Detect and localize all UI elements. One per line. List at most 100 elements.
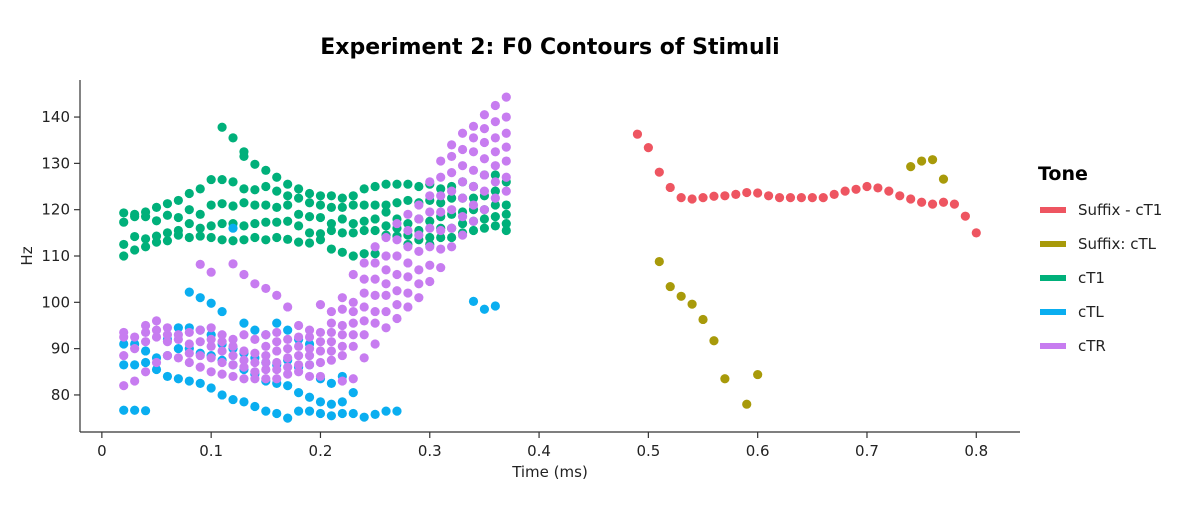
data-point [304, 344, 315, 354]
data-point [206, 221, 216, 231]
data-point [326, 218, 336, 229]
data-point [468, 296, 479, 306]
data-point [315, 191, 326, 201]
data-point [436, 172, 446, 182]
data-point [294, 320, 304, 331]
data-point [337, 408, 347, 419]
data-point [119, 239, 129, 250]
data-point [359, 316, 369, 326]
data-point [140, 357, 151, 368]
data-point [764, 191, 774, 201]
data-point [261, 350, 271, 361]
data-point [403, 209, 413, 219]
data-point [151, 202, 162, 212]
data-point [130, 231, 140, 242]
data-point [130, 209, 140, 219]
data-point [250, 279, 260, 289]
data-point [381, 207, 391, 217]
data-point [206, 298, 216, 308]
data-point [326, 225, 336, 236]
x-tick-label: 0 [97, 442, 107, 460]
data-point [250, 401, 260, 412]
plot-area: 0 0.1 0.2 0.3 0.4 0.5 0.6 0.7 0.8 80 90 100 110 120 1… [41, 80, 1020, 460]
data-point [140, 406, 151, 416]
data-point [261, 341, 271, 351]
data-point [119, 339, 129, 349]
data-point [283, 381, 293, 391]
data-point [731, 189, 741, 199]
data-point [425, 223, 435, 233]
data-point [436, 198, 446, 208]
data-point [315, 408, 326, 419]
data-point [184, 357, 194, 368]
data-point [381, 323, 391, 333]
data-point [457, 128, 468, 138]
data-point [654, 167, 664, 177]
data-point [468, 216, 479, 226]
data-point [490, 177, 500, 187]
data-point [206, 367, 216, 377]
data-point [348, 228, 358, 238]
data-point [239, 221, 249, 231]
data-point [250, 367, 260, 377]
data-point [272, 408, 282, 419]
data-point [250, 374, 260, 384]
data-point [304, 406, 315, 416]
data-point [140, 367, 151, 377]
data-point [720, 374, 730, 384]
data-point [392, 218, 402, 229]
data-point [294, 367, 304, 377]
data-point [501, 156, 511, 166]
data-point [337, 293, 347, 303]
data-point [501, 92, 511, 102]
data-point [195, 231, 205, 241]
chart-title: Experiment 2: F0 Contours of Stimuli [320, 35, 779, 60]
data-point [173, 225, 183, 236]
data-point [370, 306, 380, 317]
data-point [272, 232, 282, 243]
data-point [927, 199, 938, 209]
y-tick-label: 110 [41, 247, 70, 265]
data-point [425, 177, 435, 187]
data-point [217, 306, 227, 317]
data-point [403, 225, 413, 236]
y-tick-label: 100 [41, 293, 70, 311]
data-point [239, 147, 249, 157]
data-point [140, 207, 151, 217]
data-point [119, 405, 129, 415]
data-points [119, 92, 981, 423]
data-point [184, 232, 194, 243]
data-point [447, 205, 457, 215]
data-point [140, 234, 151, 244]
data-point [261, 181, 271, 192]
data-point [457, 193, 468, 203]
series-1 [654, 155, 949, 409]
data-point [294, 406, 304, 416]
data-point [315, 212, 326, 223]
data-point [184, 287, 194, 297]
data-point [370, 200, 380, 210]
data-point [425, 276, 435, 287]
data-point [272, 364, 282, 375]
data-point [348, 388, 358, 398]
data-point [337, 304, 347, 314]
data-point [228, 236, 238, 246]
series-4 [119, 92, 511, 391]
data-point [906, 194, 916, 204]
data-point [381, 232, 391, 243]
data-point [184, 205, 194, 215]
data-point [228, 371, 238, 382]
data-point [283, 179, 293, 189]
data-point [348, 251, 358, 261]
data-point [304, 212, 315, 222]
data-point [173, 374, 183, 384]
data-point [151, 216, 162, 226]
data-point [895, 191, 905, 201]
data-point [184, 348, 194, 358]
data-point [490, 161, 500, 171]
data-point [457, 212, 468, 222]
data-point [381, 279, 391, 289]
data-point [304, 332, 315, 342]
data-point [479, 223, 490, 233]
data-point [130, 405, 140, 415]
